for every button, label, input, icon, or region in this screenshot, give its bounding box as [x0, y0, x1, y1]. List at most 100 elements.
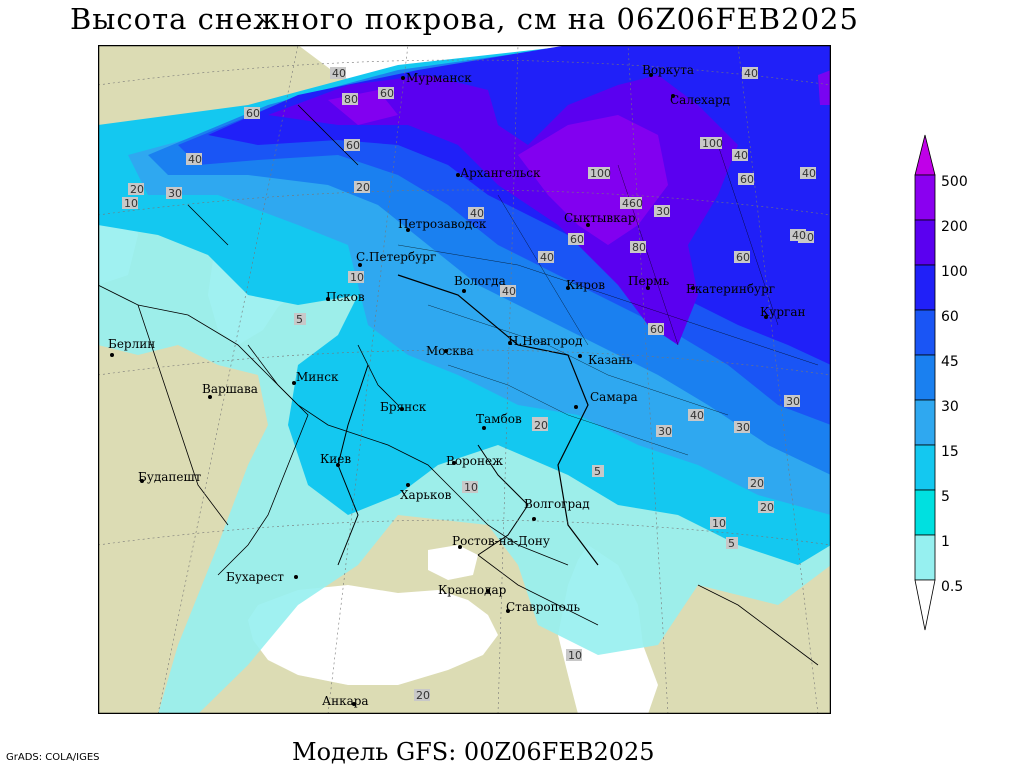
city-label: Архангельск — [460, 166, 541, 180]
colorbar-label: 30 — [941, 399, 959, 415]
colorbar-label: 1 — [941, 534, 950, 550]
city-label: Харьков — [400, 488, 452, 502]
city-label: Псков — [326, 290, 365, 304]
contour-label: 30 — [736, 421, 750, 434]
city-label: Мурманск — [406, 71, 472, 85]
contour-label: 5 — [296, 313, 303, 326]
contour-label: 40 — [470, 207, 484, 220]
colorbar-label: 500 — [941, 174, 968, 190]
colorbar-label: 60 — [941, 309, 959, 325]
graticule — [98, 45, 831, 714]
city-label: Воркута — [642, 63, 694, 77]
contour-label: 60 — [346, 139, 360, 152]
contour-label: 20 — [534, 419, 548, 432]
contour-label: 40 — [502, 285, 516, 298]
city-label: Киров — [566, 278, 605, 292]
black-sea — [248, 585, 498, 685]
contour-label: 40 — [744, 67, 758, 80]
contour-labels: 40 60 80 60 40 100 40 100 60 40 60 40 20… — [122, 67, 816, 702]
contour-label: 60 — [736, 251, 750, 264]
contour-label: 60 — [650, 323, 664, 336]
contour-label: 60 — [380, 87, 394, 100]
colorbar: 500 200 100 60 45 30 15 5 1 0.5 — [914, 134, 968, 631]
city-label: Минск — [296, 370, 339, 384]
colorbar-label: 100 — [941, 264, 968, 280]
contour-label: 5 — [728, 537, 735, 550]
contour-label: 10 — [350, 271, 364, 284]
city-label: Казань — [588, 353, 633, 367]
contour-label: 40 — [792, 229, 806, 242]
colorbar-top-arrow — [914, 134, 936, 176]
colorbar-band — [914, 444, 936, 491]
contour-label: 20 — [130, 183, 144, 196]
contour-label: 60 — [740, 173, 754, 186]
river-volga — [397, 274, 599, 566]
contour-label: 60 — [570, 233, 584, 246]
colorbar-label: 45 — [941, 354, 959, 370]
contour-label: 20 — [416, 689, 430, 702]
city-label: Москва — [426, 344, 474, 358]
colorbar-label: 0.5 — [941, 579, 963, 595]
contour-label: 40 — [734, 149, 748, 162]
city-markers: Мурманск Воркута Салехард Архангельск Сы… — [108, 63, 805, 708]
city-label: Вологда — [454, 274, 506, 288]
contour-label: 10 — [712, 517, 726, 530]
city-label: Курган — [760, 305, 805, 319]
snow-200-cm — [328, 70, 831, 245]
city-label: Берлин — [108, 337, 155, 351]
contour-label: 30 — [168, 187, 182, 200]
contour-label: 20 — [356, 181, 370, 194]
city-label: Сыктывкар — [564, 211, 636, 225]
city-label: Брянск — [380, 400, 427, 414]
city-label: Ставрополь — [506, 600, 580, 614]
city-label: С.Петербург — [356, 250, 436, 264]
city-label: Ростов-на-Дону — [452, 534, 550, 548]
credit-label: GrADS: COLA/IGES — [6, 752, 100, 763]
map-frame — [98, 45, 831, 714]
colorbar-band — [914, 399, 936, 446]
city-label: Екатеринбург — [686, 282, 775, 296]
contour-label: 30 — [656, 205, 670, 218]
contour-label: 40 — [802, 167, 816, 180]
city-label: Петрозаводск — [398, 217, 487, 231]
contour-label: 30 — [658, 425, 672, 438]
colorbar-band — [914, 309, 936, 356]
colorbar-legend: 500 200 100 60 45 30 15 5 1 0.5 — [905, 130, 995, 640]
map-title: Высота снежного покрова, см на 06Z06FEB2… — [70, 2, 859, 36]
city-label: Бухарест — [226, 570, 284, 584]
contour-label: 40 — [690, 409, 704, 422]
contour-label: 10 — [568, 649, 582, 662]
contour-label: 20 — [760, 501, 774, 514]
colorbar-label: 200 — [941, 219, 968, 235]
map-canvas: 40 60 80 60 40 100 40 100 60 40 60 40 20… — [98, 45, 831, 714]
contour-label: 5 — [594, 465, 601, 478]
city-label: Краснодар — [438, 583, 507, 597]
colorbar-label: 15 — [941, 444, 959, 460]
city-label: Н.Новгород — [508, 334, 583, 348]
city-label: Варшава — [202, 382, 258, 396]
colorbar-band — [914, 264, 936, 311]
contour-label: 60 — [246, 107, 260, 120]
colorbar-band — [914, 489, 936, 536]
city-label: Киев — [320, 452, 351, 466]
contour-label: 100 — [702, 137, 723, 150]
city-label: Самара — [590, 390, 638, 404]
contour-label: 20 — [750, 477, 764, 490]
city-label: Тамбов — [476, 412, 522, 426]
contour-label: 80 — [632, 241, 646, 254]
colorbar-band — [914, 354, 936, 401]
colorbar-band — [914, 174, 936, 221]
city-label: Пермь — [628, 274, 670, 288]
colorbar-label: 5 — [941, 489, 950, 505]
colorbar-band — [914, 219, 936, 266]
contour-label: 40 — [540, 251, 554, 264]
model-run-label: Модель GFS: 00Z06FEB2025 — [292, 738, 655, 766]
contour-label: 460 — [622, 197, 643, 210]
city-label: Будапешт — [138, 470, 202, 484]
country-borders — [98, 104, 819, 666]
contour-label: 10 — [464, 481, 478, 494]
contour-label: 30 — [786, 395, 800, 408]
city-label: Волгоград — [524, 497, 590, 511]
snow-depth-map: 40 60 80 60 40 100 40 100 60 40 60 40 20… — [98, 45, 831, 714]
city-label: Анкара — [322, 694, 369, 708]
